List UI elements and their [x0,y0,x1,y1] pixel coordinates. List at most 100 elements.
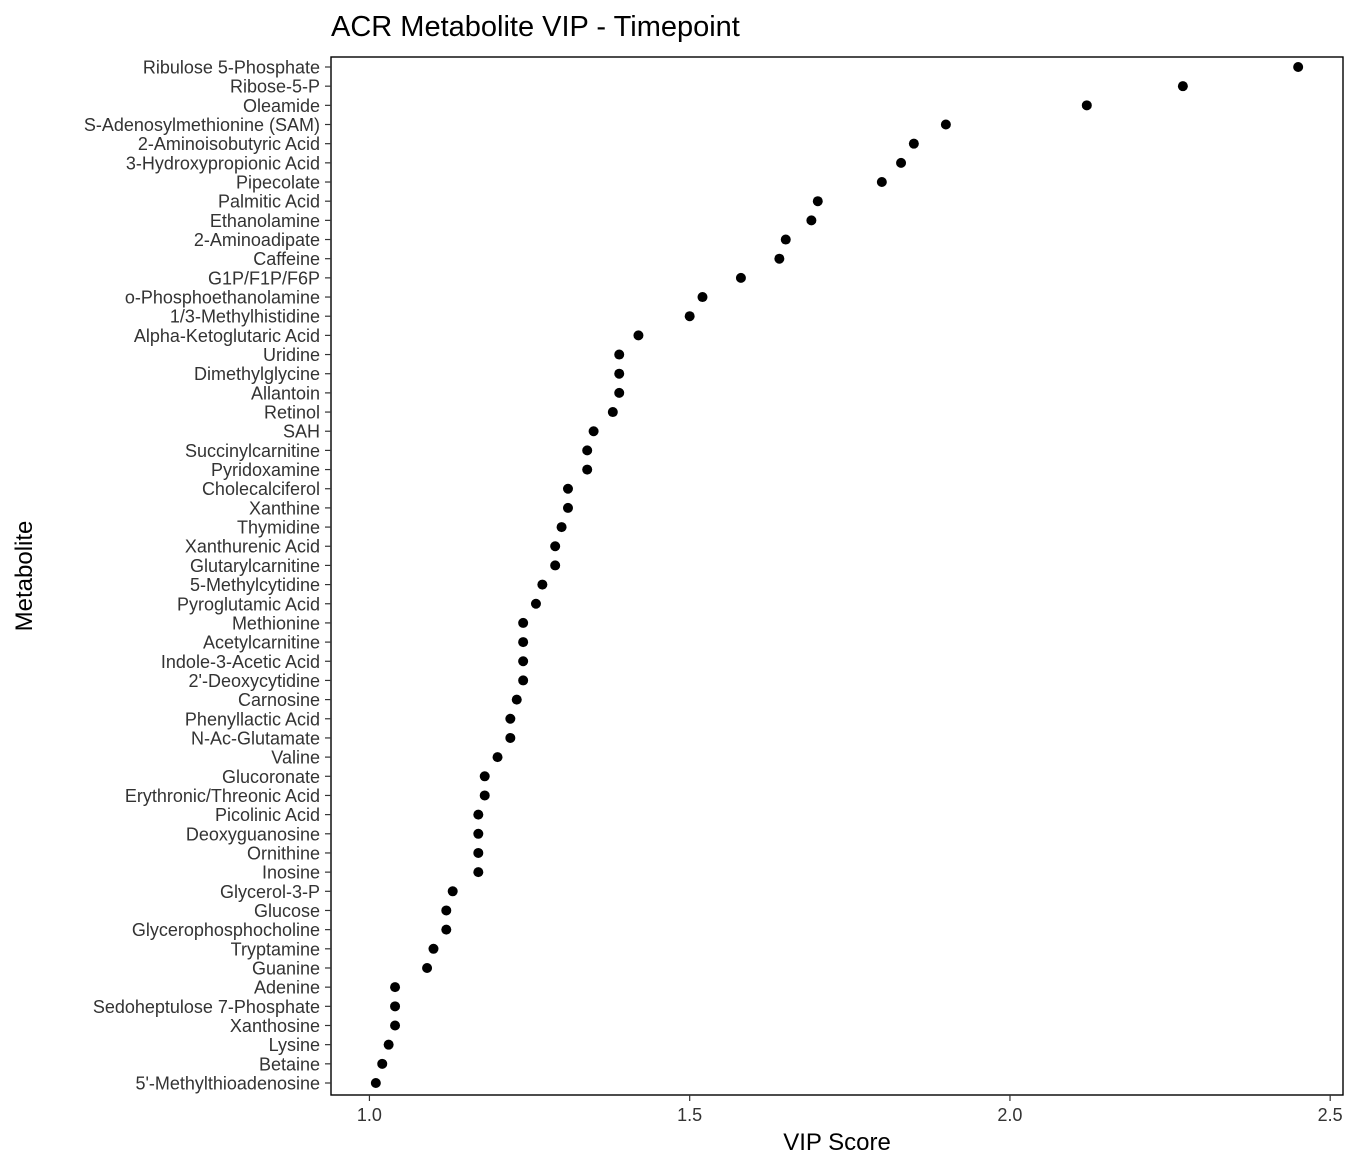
y-tick-label: 5'-Methylthioadenosine [135,1074,320,1094]
data-point [390,982,401,993]
data-point [774,253,785,264]
y-tick-label: Tryptamine [231,939,320,959]
data-point [614,349,625,360]
y-tick-label: 2-Aminoadipate [194,230,320,250]
data-point [614,368,625,379]
data-point [633,330,644,341]
data-point [1293,62,1304,72]
x-tick-label: 2.5 [1318,1105,1343,1125]
data-point [1177,81,1188,92]
data-point [812,196,823,207]
data-point [550,541,561,552]
x-tick-label: 1.0 [357,1105,382,1125]
data-point [473,809,484,820]
data-point [428,943,439,954]
y-tick-label: Deoxyguanosine [186,824,320,844]
data-point [806,215,817,226]
data-point [505,732,516,743]
y-tick-label: Ribulose 5-Phosphate [143,58,320,78]
y-tick-label: Lysine [269,1035,320,1055]
data-point [780,234,791,245]
y-axis: Ribulose 5-PhosphateRibose-5-POleamideS-… [84,58,331,1094]
y-axis-title: Metabolite [11,521,38,632]
y-tick-label: S-Adenosylmethionine (SAM) [84,115,320,135]
data-point [370,1078,381,1088]
y-tick-label: 1/3-Methylhistidine [170,307,320,327]
y-tick-label: G1P/F1P/F6P [208,268,320,288]
data-point [441,924,452,935]
data-point [518,656,529,667]
data-point [505,713,516,724]
data-point [511,694,522,705]
data-point [876,177,887,188]
y-tick-label: Palmitic Acid [218,192,320,212]
y-tick-label: Guanine [252,958,320,978]
y-tick-label: Caffeine [253,249,320,269]
data-point [377,1058,388,1069]
y-tick-label: Erythronic/Threonic Acid [125,786,320,806]
data-point [473,828,484,839]
data-point [588,426,599,437]
y-tick-label: Glycerophosphocholine [132,920,320,940]
y-tick-label: Thymidine [237,518,320,538]
y-tick-label: Methionine [232,613,320,633]
data-point [582,445,593,456]
data-point [582,464,593,475]
data-point [473,847,484,858]
y-tick-label: Retinol [264,403,320,423]
data-point [492,752,503,763]
data-point [896,157,907,168]
data-point [383,1039,394,1050]
y-tick-label: Picolinic Acid [215,805,320,825]
x-axis-title: VIP Score [783,1129,891,1156]
chart-title: ACR Metabolite VIP - Timepoint [331,11,740,43]
y-tick-label: Dimethylglycine [194,364,320,384]
y-tick-label: Allantoin [251,383,320,403]
data-point [614,387,625,398]
y-tick-label: Sedoheptulose 7-Phosphate [93,997,320,1017]
y-tick-label: SAH [283,422,320,442]
y-tick-label: Glycerol-3-P [220,882,320,902]
data-point [550,560,561,571]
data-point [1081,100,1092,111]
data-point [562,483,573,494]
y-tick-label: Ethanolamine [210,211,320,231]
y-tick-label: Pyroglutamic Acid [177,594,320,614]
y-tick-label: Valine [271,748,320,768]
y-tick-label: Indole-3-Acetic Acid [161,652,320,672]
data-point [447,886,458,897]
y-tick-label: N-Ac-Glutamate [191,728,320,748]
y-tick-label: Xanthurenic Acid [185,537,320,557]
data-point [735,272,746,283]
y-tick-label: Phenyllactic Acid [185,709,320,729]
y-tick-label: Glutarylcarnitine [190,556,320,576]
y-tick-label: Cholecalciferol [202,479,320,499]
data-point [537,579,548,590]
data-points [370,62,1304,1088]
y-tick-label: Inosine [262,863,320,883]
y-tick-label: Uridine [263,345,320,365]
data-point [518,637,529,648]
data-point [390,1020,401,1031]
data-point [562,502,573,513]
y-tick-label: 2'-Deoxycytidine [189,671,321,691]
x-tick-label: 2.0 [997,1105,1022,1125]
y-tick-label: Alpha-Ketoglutaric Acid [134,326,320,346]
data-point [441,905,452,916]
y-tick-label: Carnosine [238,690,320,710]
data-point [518,675,529,686]
y-tick-label: o-Phosphoethanolamine [125,288,320,308]
y-tick-label: Pipecolate [236,173,320,193]
data-point [697,292,708,303]
data-point [390,1001,401,1012]
data-point [518,617,529,628]
y-tick-label: Pyridoxamine [211,460,320,480]
y-tick-label: Glucose [254,901,320,921]
y-tick-label: Xanthosine [230,1016,320,1036]
data-point [422,962,433,973]
x-axis: 1.0 1.5 2.0 2.5 [357,1095,1343,1125]
y-tick-label: Acetylcarnitine [203,633,320,653]
y-tick-label: Ribose-5-P [230,77,320,97]
y-tick-label: Xanthine [249,498,320,518]
